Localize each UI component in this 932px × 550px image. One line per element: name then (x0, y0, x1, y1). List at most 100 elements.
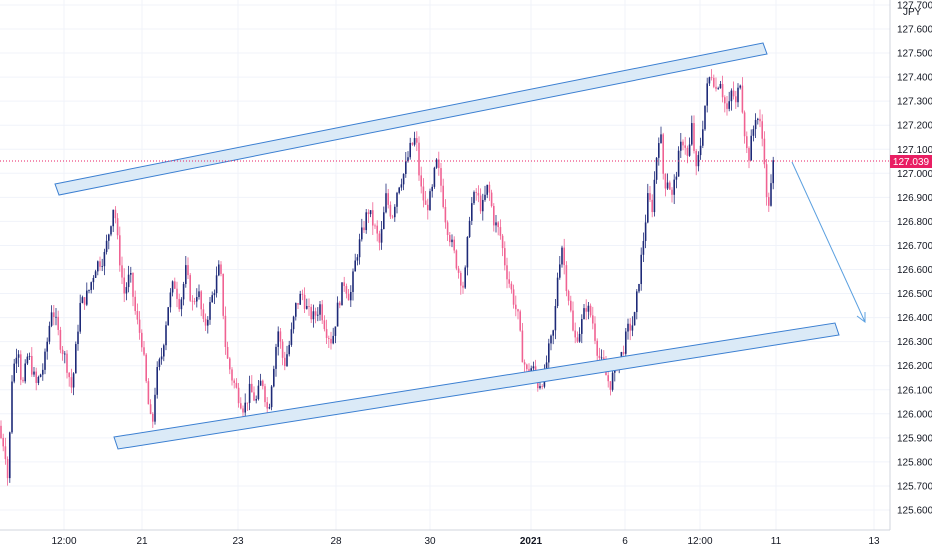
candle (567, 289, 570, 306)
candle (728, 91, 730, 112)
candle (737, 83, 739, 108)
candle (662, 132, 664, 180)
projection-arrow[interactable] (791, 161, 866, 323)
price-axis-background (890, 0, 932, 530)
candle (6, 456, 9, 486)
time-axis[interactable]: 12:00 21 23 28 30 2021 6 12:00 11 13 (51, 536, 880, 547)
candle (561, 245, 563, 268)
price-tick-label: 125.800 (897, 457, 932, 468)
candle (336, 296, 339, 327)
candle (433, 166, 436, 189)
price-tick-label: 127.400 (897, 73, 932, 84)
candle (759, 109, 761, 128)
candle (116, 213, 119, 240)
candle (17, 350, 20, 367)
candle (152, 412, 154, 428)
candle (468, 216, 471, 239)
candle (664, 173, 667, 197)
candle (345, 283, 348, 299)
candle (444, 199, 447, 229)
candle (473, 190, 475, 205)
candle (477, 185, 480, 203)
candle (517, 308, 519, 320)
candle (303, 287, 306, 313)
candle (633, 311, 636, 326)
candle (706, 77, 708, 113)
candle (750, 129, 752, 161)
candle (715, 77, 717, 92)
candle (53, 305, 55, 326)
candle (713, 74, 715, 89)
price-tick-label: 126.000 (897, 409, 932, 420)
candle (281, 339, 284, 366)
candle (741, 77, 744, 114)
candle (695, 149, 697, 176)
candle (72, 372, 75, 396)
candle (746, 131, 748, 154)
candle (431, 184, 433, 198)
price-axis[interactable]: 125.600 125.700 125.800 125.900 126.000 126.1… (897, 0, 932, 516)
candle (178, 293, 180, 312)
candle (578, 327, 581, 343)
candle (31, 347, 33, 377)
current-price-label: 127.039 (893, 157, 930, 168)
candle (772, 156, 774, 190)
price-tick-label: 126.200 (897, 361, 932, 372)
candle (361, 218, 363, 242)
candle (651, 194, 653, 218)
candle (592, 306, 594, 330)
time-tick-label: 28 (330, 536, 342, 547)
candle (677, 146, 680, 177)
candle (4, 437, 7, 465)
candle (385, 183, 387, 214)
candle (61, 346, 64, 361)
candle (675, 171, 678, 189)
candle (631, 316, 634, 337)
candle (669, 180, 671, 190)
candle (640, 247, 642, 291)
candle (554, 299, 557, 340)
candle (262, 379, 264, 390)
upper-channel-band[interactable] (54, 42, 768, 196)
candle (658, 137, 660, 166)
candle (209, 296, 211, 325)
candle (482, 193, 484, 221)
price-tick-label: 126.900 (897, 193, 932, 204)
candle (103, 248, 106, 276)
candle (138, 311, 141, 340)
candle (350, 285, 352, 307)
candle (587, 302, 590, 320)
candle (347, 288, 350, 301)
candle (644, 214, 647, 249)
candle (125, 282, 128, 301)
candle (295, 302, 297, 321)
candle (229, 356, 231, 375)
candle (275, 343, 277, 377)
candle (310, 303, 312, 323)
candle (165, 321, 167, 351)
time-tick-label: 11 (771, 536, 782, 547)
candle (506, 257, 508, 289)
candle (193, 297, 196, 305)
candle (97, 260, 99, 276)
candle (134, 290, 136, 315)
lower-channel-band[interactable] (113, 322, 840, 450)
candle (440, 162, 442, 193)
candle (424, 191, 427, 205)
candle (763, 131, 766, 169)
candle (442, 178, 444, 209)
candle (451, 234, 453, 248)
candle (684, 136, 686, 155)
candle (629, 318, 631, 341)
candle (158, 357, 161, 371)
candle (352, 268, 354, 301)
candle (70, 368, 73, 394)
candle (268, 403, 271, 410)
candle (708, 76, 711, 87)
candle (686, 145, 689, 164)
candle (735, 90, 737, 109)
candle (37, 375, 40, 386)
candle (581, 314, 583, 344)
candle (726, 95, 728, 116)
